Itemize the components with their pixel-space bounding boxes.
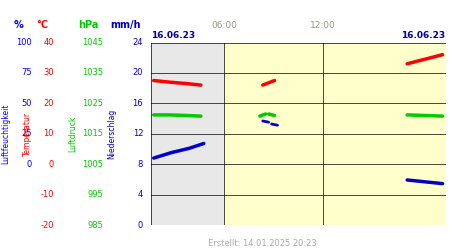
Text: 16.06.23: 16.06.23 — [151, 31, 195, 40]
Text: 16: 16 — [132, 99, 143, 108]
Text: 40: 40 — [44, 38, 54, 47]
Text: 0: 0 — [26, 160, 32, 169]
Text: 06:00: 06:00 — [212, 21, 238, 30]
Text: 12:00: 12:00 — [310, 21, 335, 30]
Text: 20: 20 — [133, 68, 143, 78]
Text: 995: 995 — [88, 190, 104, 199]
Text: Erstellt: 14.01.2025 20:23: Erstellt: 14.01.2025 20:23 — [208, 238, 317, 248]
Text: mm/h: mm/h — [110, 20, 140, 30]
Text: 1005: 1005 — [82, 160, 104, 169]
Text: 0: 0 — [49, 160, 54, 169]
Text: %: % — [13, 20, 23, 30]
Text: 8: 8 — [138, 160, 143, 169]
Text: 25: 25 — [21, 129, 32, 138]
Text: 1025: 1025 — [82, 99, 104, 108]
Text: -20: -20 — [40, 220, 54, 230]
Text: 50: 50 — [21, 99, 32, 108]
Text: hPa: hPa — [78, 20, 99, 30]
Text: 1015: 1015 — [82, 129, 104, 138]
Text: 24: 24 — [133, 38, 143, 47]
Text: -10: -10 — [40, 190, 54, 199]
Text: 20: 20 — [44, 99, 54, 108]
Text: 30: 30 — [43, 68, 54, 78]
Text: 16.06.23: 16.06.23 — [401, 31, 446, 40]
Bar — [151, 42, 225, 225]
Text: 75: 75 — [21, 68, 32, 78]
Text: 12: 12 — [133, 129, 143, 138]
Text: 4: 4 — [138, 190, 143, 199]
Text: 1035: 1035 — [82, 68, 104, 78]
Text: 10: 10 — [44, 129, 54, 138]
Text: Luftdruck: Luftdruck — [68, 116, 77, 152]
Text: 0: 0 — [138, 220, 143, 230]
Text: 100: 100 — [16, 38, 32, 47]
Text: Niederschlag: Niederschlag — [107, 108, 116, 159]
Text: 1045: 1045 — [82, 38, 104, 47]
Text: °C: °C — [36, 20, 48, 30]
Text: 985: 985 — [88, 220, 104, 230]
Text: Luftfeuchtigkeit: Luftfeuchtigkeit — [1, 104, 10, 164]
Bar — [225, 42, 446, 225]
Text: Temperatur: Temperatur — [23, 112, 32, 156]
